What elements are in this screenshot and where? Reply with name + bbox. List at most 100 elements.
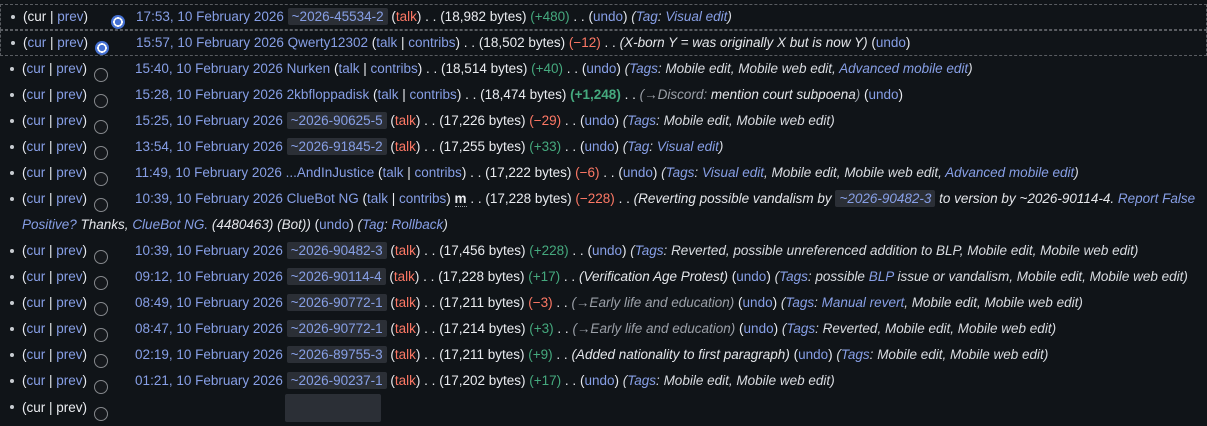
cur-link[interactable]: cur xyxy=(26,243,46,258)
prev-link[interactable]: prev xyxy=(57,35,84,50)
tags-label-link[interactable]: Tag xyxy=(635,9,658,24)
user-talk-link[interactable]: talk xyxy=(394,139,416,154)
summary-link[interactable]: Report False Positive? xyxy=(22,191,1196,232)
prev-link[interactable]: prev xyxy=(56,321,83,336)
summary-temp-user-link[interactable]: ~2026-90482-3 xyxy=(835,190,936,207)
undo-link[interactable]: undo xyxy=(319,217,350,232)
radio-older-selected[interactable] xyxy=(95,40,110,55)
temp-user-link[interactable]: ~2026-90237-1 xyxy=(286,372,387,389)
user-contribs-link[interactable]: contribs xyxy=(408,35,456,50)
undo-link[interactable]: undo xyxy=(798,347,829,362)
tag-link[interactable]: Advanced mobile edit xyxy=(839,61,969,76)
user-link[interactable]: Nurken xyxy=(286,61,331,76)
user-talk-link[interactable]: talk xyxy=(382,165,404,180)
timestamp-link[interactable]: 02:19, 10 February 2026 xyxy=(135,347,283,362)
prev-link[interactable]: prev xyxy=(56,269,83,284)
undo-link[interactable]: undo xyxy=(586,61,617,76)
prev-link[interactable]: prev xyxy=(56,347,83,362)
prev-link[interactable]: prev xyxy=(56,165,83,180)
tags-label-link[interactable]: Tag xyxy=(361,217,385,232)
user-link[interactable]: ...AndInJustice xyxy=(285,165,375,180)
user-contribs-link[interactable]: contribs xyxy=(399,191,447,206)
timestamp-link[interactable]: 13:54, 10 February 2026 xyxy=(135,139,283,154)
user-link[interactable]: ClueBot NG xyxy=(286,191,359,206)
undo-link[interactable]: undo xyxy=(736,269,767,284)
tag-link[interactable]: Manual revert xyxy=(821,295,905,310)
cur-link[interactable]: cur xyxy=(26,165,46,180)
user-talk-link[interactable]: talk xyxy=(394,113,416,128)
user-contribs-link[interactable]: contribs xyxy=(409,87,457,102)
user-link[interactable]: Qwerty12302 xyxy=(287,35,368,50)
prev-link[interactable]: prev xyxy=(56,373,83,388)
tags-label-link[interactable]: Tags xyxy=(665,165,695,180)
timestamp-link[interactable]: 15:25, 10 February 2026 xyxy=(135,113,283,128)
cur-link[interactable]: cur xyxy=(26,139,46,154)
cur-link[interactable]: cur xyxy=(26,321,46,336)
user-talk-link[interactable]: talk xyxy=(395,9,417,24)
user-link[interactable]: 2kbfloppadisk xyxy=(286,87,370,102)
radio-older[interactable] xyxy=(94,249,109,264)
user-talk-link[interactable]: talk xyxy=(366,191,388,206)
user-talk-link[interactable]: talk xyxy=(394,321,416,336)
tags-label-link[interactable]: Tags xyxy=(629,61,658,76)
timestamp-link[interactable]: 10:39, 10 February 2026 xyxy=(135,243,283,258)
temp-user-link[interactable]: ~2026-89755-3 xyxy=(286,346,387,363)
tag-link[interactable]: Advanced mobile edit xyxy=(945,165,1075,180)
radio-older[interactable] xyxy=(94,379,109,394)
radio-older[interactable] xyxy=(94,67,109,82)
tag-link[interactable]: Visual edit xyxy=(701,165,764,180)
temp-user-link[interactable]: ~2026-90625-5 xyxy=(286,112,387,129)
undo-link[interactable]: undo xyxy=(875,35,906,50)
tags-label-link[interactable]: Tags xyxy=(634,243,664,258)
timestamp-link[interactable]: 15:28, 10 February 2026 xyxy=(135,87,283,102)
tag-link[interactable]: BLP xyxy=(868,269,894,284)
undo-link[interactable]: undo xyxy=(584,373,615,388)
cur-link[interactable]: cur xyxy=(26,295,46,310)
cur-link[interactable]: cur xyxy=(27,35,47,50)
tags-label-link[interactable]: Tags xyxy=(785,295,815,310)
radio-newer-selected[interactable] xyxy=(111,14,126,29)
timestamp-link[interactable]: 08:49, 10 February 2026 xyxy=(135,295,283,310)
undo-link[interactable]: undo xyxy=(742,295,773,310)
tags-label-link[interactable]: Tags xyxy=(627,113,657,128)
prev-link[interactable]: prev xyxy=(56,295,83,310)
prev-link[interactable]: prev xyxy=(57,9,84,24)
cur-link[interactable]: cur xyxy=(26,347,46,362)
radio-older[interactable] xyxy=(94,171,109,186)
timestamp-link[interactable]: 15:40, 10 February 2026 xyxy=(135,61,283,76)
temp-user-link[interactable]: ~2026-90482-3 xyxy=(286,242,387,259)
timestamp-link[interactable]: 08:47, 10 February 2026 xyxy=(135,321,283,336)
undo-link[interactable]: undo xyxy=(868,87,899,102)
timestamp-link[interactable]: 09:12, 10 February 2026 xyxy=(135,269,283,284)
user-talk-link[interactable]: talk xyxy=(394,295,416,310)
radio-older[interactable] xyxy=(94,119,109,134)
prev-link[interactable]: prev xyxy=(56,87,83,102)
undo-link[interactable]: undo xyxy=(592,9,623,24)
user-talk-link[interactable]: talk xyxy=(377,87,399,102)
radio-older[interactable] xyxy=(94,145,109,160)
cur-link[interactable]: cur xyxy=(26,61,46,76)
undo-link[interactable]: undo xyxy=(591,243,622,258)
prev-link[interactable]: prev xyxy=(56,139,83,154)
tag-link[interactable]: Visual edit xyxy=(656,139,719,154)
radio-older[interactable] xyxy=(94,93,109,108)
undo-link[interactable]: undo xyxy=(743,321,774,336)
user-talk-link[interactable]: talk xyxy=(376,35,398,50)
undo-link[interactable]: undo xyxy=(584,113,615,128)
tags-label-link[interactable]: Tags xyxy=(627,373,657,388)
user-talk-link[interactable]: talk xyxy=(394,243,416,258)
user-talk-link[interactable]: talk xyxy=(393,269,415,284)
prev-link[interactable]: prev xyxy=(56,113,83,128)
radio-older[interactable] xyxy=(94,197,109,212)
prev-link[interactable]: prev xyxy=(56,191,83,206)
prev-link[interactable]: prev xyxy=(56,243,83,258)
summary-link[interactable]: ClueBot NG. xyxy=(132,217,209,232)
temp-user-link[interactable]: ~2026-91845-2 xyxy=(286,138,387,155)
cur-link[interactable]: cur xyxy=(26,87,46,102)
radio-older[interactable] xyxy=(94,327,109,342)
revision-select-radio[interactable] xyxy=(94,406,109,421)
tags-label-link[interactable]: Tags xyxy=(840,347,870,362)
cur-link[interactable]: cur xyxy=(26,269,46,284)
timestamp-link[interactable]: 15:57, 10 February 2026 xyxy=(136,35,284,50)
undo-link[interactable]: undo xyxy=(584,139,615,154)
